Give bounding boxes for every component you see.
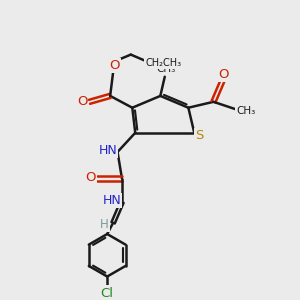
Text: Cl: Cl bbox=[101, 286, 114, 300]
Text: HN: HN bbox=[102, 194, 121, 207]
Text: S: S bbox=[195, 129, 204, 142]
Text: HN: HN bbox=[99, 144, 118, 157]
Text: O: O bbox=[85, 172, 96, 184]
Text: CH₃: CH₃ bbox=[236, 106, 256, 116]
Text: CH₃: CH₃ bbox=[156, 64, 175, 74]
Text: O: O bbox=[218, 68, 229, 81]
Text: O: O bbox=[77, 95, 87, 108]
Text: O: O bbox=[109, 59, 119, 72]
Text: CH₂CH₃: CH₂CH₃ bbox=[145, 58, 181, 68]
Text: H: H bbox=[100, 218, 109, 231]
